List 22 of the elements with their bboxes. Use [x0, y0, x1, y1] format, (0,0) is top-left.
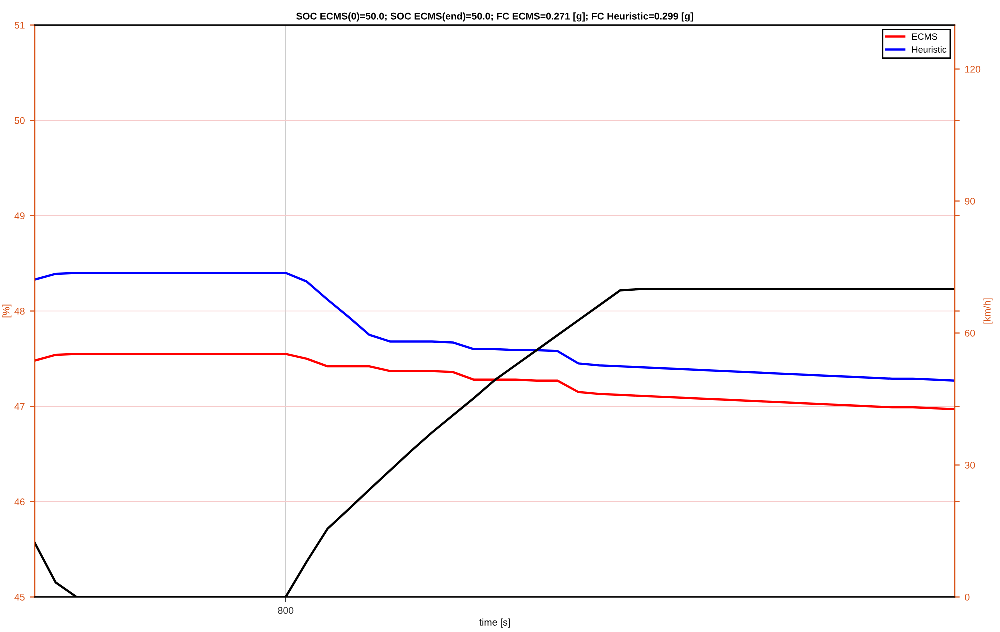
y2-tick-label: 60: [965, 330, 976, 337]
y-axis-title: [%]: [2, 304, 12, 318]
line-series: [35, 288, 955, 598]
y-tick-label: 46: [14, 498, 25, 506]
y-tick-label: 49: [14, 212, 25, 220]
y2-tick-label: 0: [965, 594, 970, 601]
line-series: [35, 272, 955, 382]
y2-tick-label: 90: [965, 198, 976, 205]
y-tick-label: 47: [14, 403, 25, 410]
y-tick-label: 45: [14, 594, 25, 601]
y2-axis-title: [km/h]: [984, 298, 993, 324]
y-tick-label: 51: [14, 22, 25, 29]
chart-title: SOC ECMS(0)=50.0; SOC ECMS(end)=50.0; FC ECMS=0.271 [g]; FC Heuristic=0.299 [g]: [296, 12, 694, 22]
y2-tick-label: 120: [965, 66, 981, 73]
y-tick-label: 48: [14, 308, 25, 315]
legend-label: ECMS: [912, 34, 938, 40]
x-axis-title: time [s]: [479, 618, 510, 628]
y-tick-label: 50: [14, 117, 25, 124]
x-tick-label: 800: [278, 607, 294, 614]
line-series: [35, 353, 955, 411]
legend-label: Heuristic: [912, 46, 947, 53]
y2-tick-label: 30: [965, 462, 976, 469]
